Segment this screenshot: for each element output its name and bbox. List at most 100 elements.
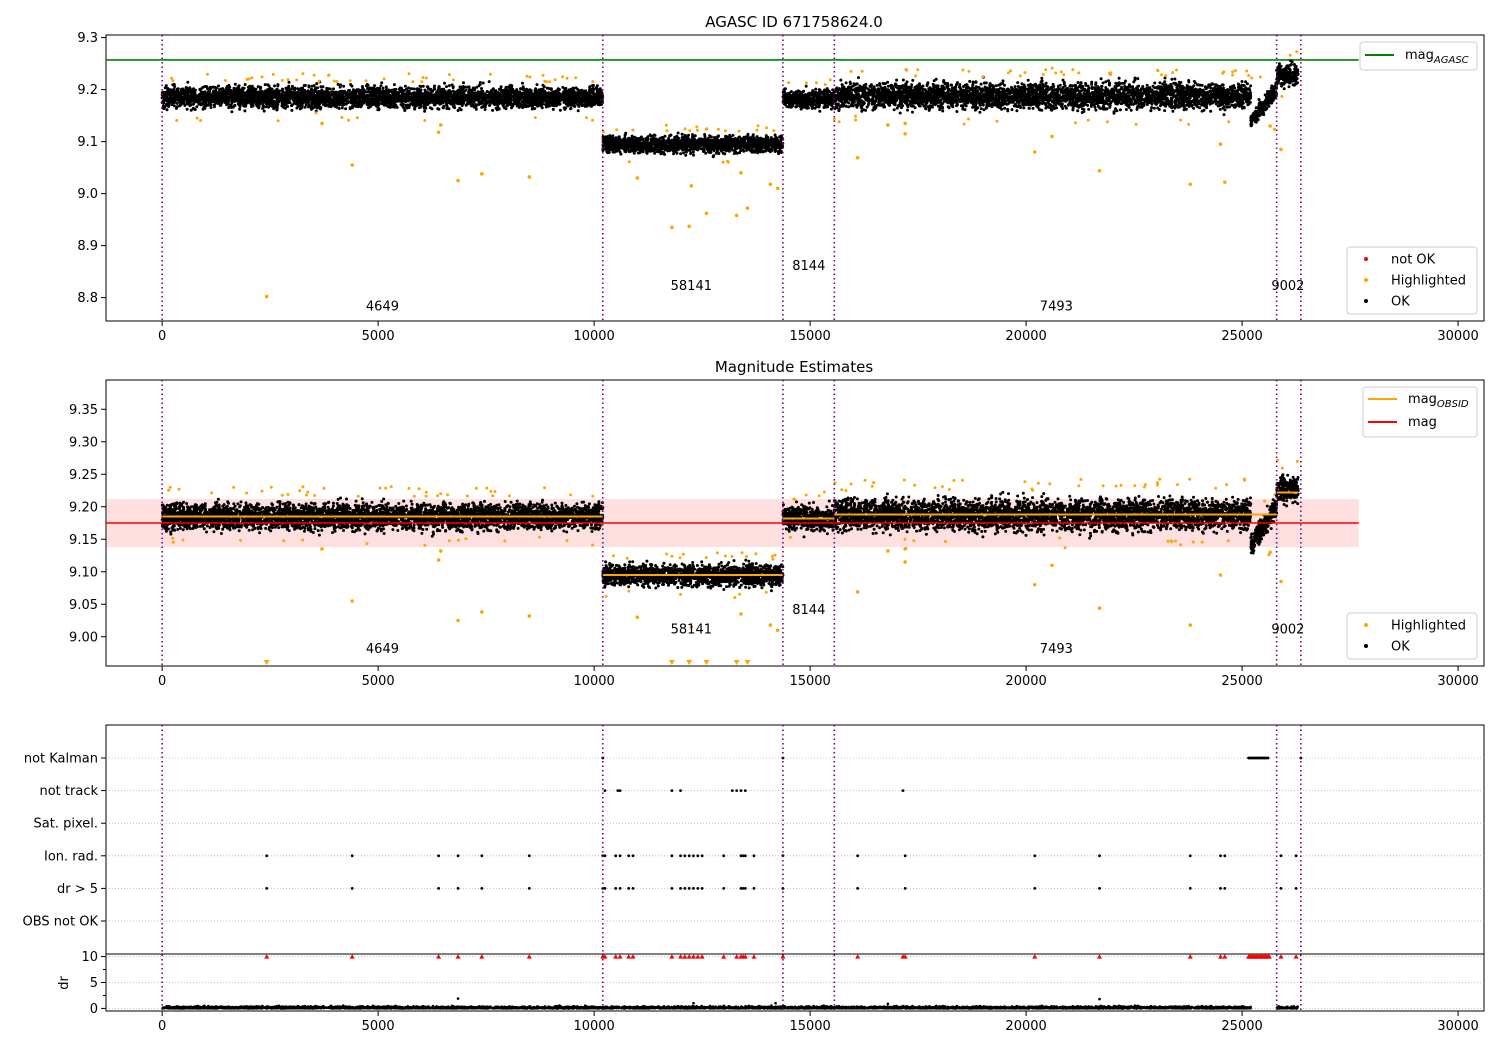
panel1-ok-point — [268, 87, 272, 91]
panel1-ok-point — [325, 95, 328, 99]
panel1-ok-point — [564, 102, 568, 106]
panel1-ok-point — [333, 96, 337, 100]
panel1-ok-point — [507, 102, 511, 106]
panel1-highlighted-point — [382, 77, 386, 81]
panel1-ok-point — [592, 84, 595, 87]
panel1-frame — [105, 34, 1485, 322]
panel1-ok-point — [512, 102, 516, 106]
panel1-ok-point — [238, 105, 242, 108]
panel1-ok-point — [420, 95, 424, 99]
panel1-ok-point — [198, 94, 201, 98]
panel1-highlighted-point — [312, 73, 316, 77]
panel1-ok-point — [262, 109, 266, 113]
panel1-ok-point — [352, 103, 356, 106]
panel1-highlighted-point — [206, 72, 209, 76]
panel1-ok-point — [502, 94, 506, 97]
panel1-ok-point — [552, 94, 556, 98]
panel1-ok-point — [419, 88, 423, 92]
panel1-ok-point — [472, 87, 475, 91]
panel1-ok-point — [564, 106, 568, 110]
panel1-ok-point — [403, 95, 407, 99]
panel1-highlighted-point — [420, 80, 424, 84]
panel1-ok-point — [611, 134, 615, 138]
panel1-ok-point — [228, 85, 232, 89]
panel1-ok-point — [527, 104, 531, 108]
panel1-ok-point — [576, 103, 580, 107]
panel1-ok-point — [193, 94, 197, 98]
panel1-ok-point — [231, 94, 234, 98]
panel1-ok-point — [286, 105, 290, 108]
panel1-ok-point — [208, 88, 212, 92]
panel1-ok-point — [491, 87, 495, 91]
panel1-ok-point — [483, 108, 487, 111]
panel1-ok-point — [257, 90, 261, 94]
panel1-ok-point — [390, 97, 394, 101]
panel1-ok-point — [307, 90, 311, 94]
panel1-ok-point — [518, 93, 522, 97]
panel1-ok-point — [313, 98, 317, 102]
panel1-ok-point — [536, 104, 539, 108]
panel1-ok-point — [253, 99, 257, 103]
panel1-ok-point — [193, 108, 197, 111]
panel1-ok-point — [477, 103, 481, 106]
panel1-ok-point — [569, 102, 572, 106]
panel1-highlighted-point — [561, 75, 565, 79]
panel1-ok-point — [439, 102, 442, 106]
panel1-ok-point — [544, 95, 548, 99]
panel1-ok-point — [516, 99, 520, 103]
panel1-ok-point — [624, 131, 628, 135]
panel1-ok-point — [692, 153, 695, 157]
panel1-ok-point — [167, 91, 170, 95]
panel1-ok-point — [189, 108, 193, 112]
panel1-ok-point — [773, 133, 777, 137]
panel1-ok-point — [367, 106, 370, 110]
panel1-ok-point — [467, 100, 471, 104]
panel1-ok-point — [537, 88, 541, 92]
panel1-ok-point — [582, 100, 586, 104]
panel1-ok-point — [447, 107, 451, 111]
panel1-ok-point — [310, 95, 314, 99]
panel1-ok-point — [557, 92, 561, 96]
panel1-ok-point — [496, 94, 500, 98]
panel1-ok-point — [530, 98, 534, 101]
panel1-ok-point — [328, 87, 332, 91]
panel1-ok-point — [322, 90, 326, 94]
panel1-ok-point — [272, 104, 276, 108]
panel1-ok-point — [540, 95, 544, 99]
panel1-ok-point — [330, 102, 334, 106]
panel1-ok-point — [499, 97, 503, 101]
panel1-ok-point — [353, 92, 356, 95]
panel1-ok-point — [181, 87, 185, 91]
panel1-ok-point — [385, 96, 389, 100]
panel1-ok-point — [381, 96, 385, 99]
panel1-ok-point — [398, 90, 402, 94]
panel1-ok-point — [340, 106, 344, 110]
panel1-ok-point — [336, 100, 339, 104]
panel1-ok-point — [233, 82, 237, 86]
panel1-ok-point — [462, 81, 465, 85]
panel1-ok-point — [192, 87, 196, 91]
panel1-ok-point — [199, 87, 203, 91]
panel1-ok-point — [378, 93, 382, 97]
panel1-ok-point — [590, 104, 593, 108]
panel1-ok-point — [447, 92, 451, 96]
panel1-ok-point — [213, 92, 217, 95]
panel1-ok-point — [507, 85, 511, 89]
panel1-ok-point — [467, 91, 471, 95]
panel1-ok-point — [483, 95, 487, 99]
panel1-ok-point — [248, 94, 252, 98]
panel1-highlighted-point — [543, 79, 547, 83]
panel1-ok-point — [338, 96, 342, 100]
panel1-highlighted-point — [327, 73, 331, 77]
panel1-ok-point — [539, 103, 542, 107]
panel1-highlighted-point — [317, 79, 321, 83]
panel1-ok-point — [324, 102, 328, 106]
panel1-highlighted-point — [553, 78, 557, 82]
panel1-ok-point — [433, 84, 436, 88]
panel1-ok-point — [164, 84, 168, 88]
panel1-ok-point — [582, 92, 585, 96]
panel1-ok-point — [570, 93, 574, 97]
panel1-ok-point — [314, 105, 318, 109]
panel1-ok-point — [567, 90, 571, 93]
